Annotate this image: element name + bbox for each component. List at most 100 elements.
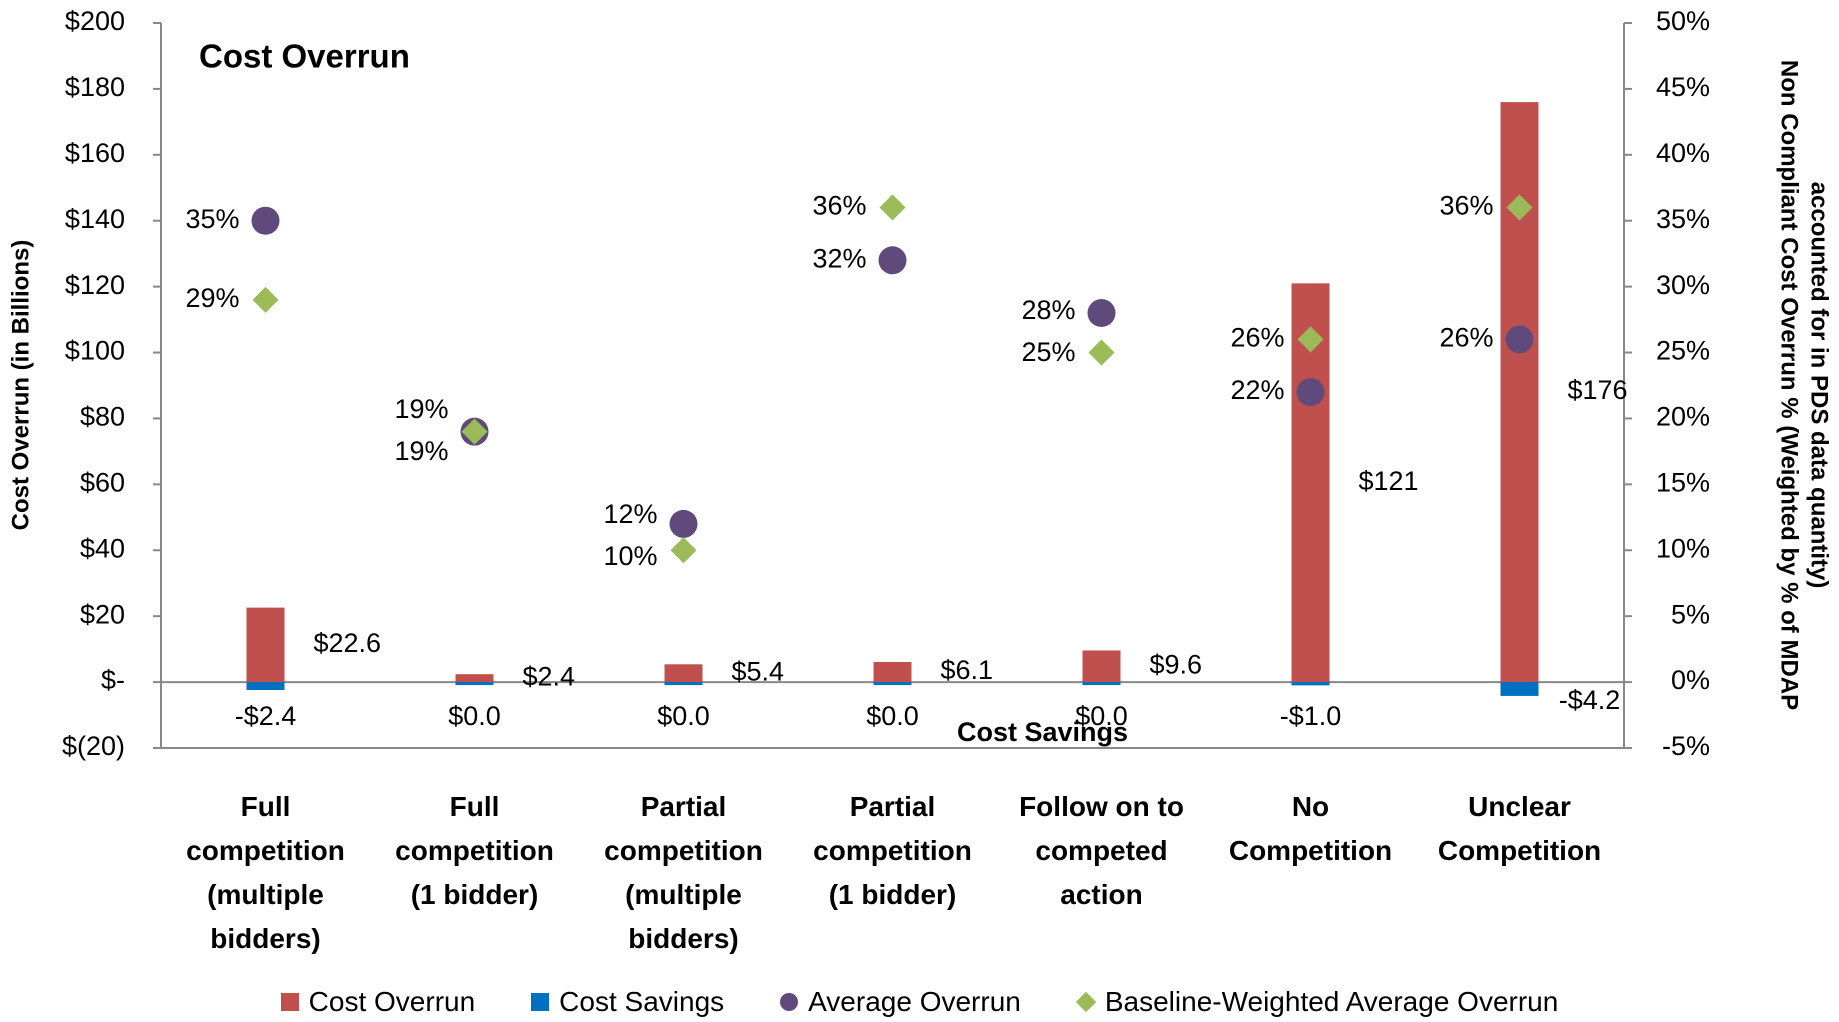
data-label: $22.6 [314, 628, 382, 658]
marker [1297, 326, 1324, 353]
marker [461, 418, 488, 445]
bar [246, 682, 285, 690]
marker [252, 286, 279, 313]
bar [664, 682, 703, 686]
bar [1082, 650, 1121, 683]
y2-tick-label: 15% [1656, 467, 1710, 497]
data-label: 26% [1230, 322, 1284, 352]
marker [878, 246, 907, 275]
y2-tick-label: 30% [1656, 270, 1710, 300]
y-tick-label: $200 [65, 6, 125, 36]
data-label: 36% [1439, 191, 1493, 221]
y2-tick-label: 10% [1656, 533, 1710, 563]
legend-label: Cost Savings [559, 986, 725, 1017]
data-label: $0.0 [657, 701, 710, 731]
data-label: -$4.2 [1559, 685, 1621, 715]
legend: Cost Overrun Cost Savings Average Overrun B… [0, 986, 1839, 1018]
x-tick-label: Full competition (1 bidder) [395, 791, 554, 910]
data-label: 29% [185, 283, 239, 313]
data-label: 36% [812, 191, 866, 221]
y-tick-label: $120 [65, 270, 125, 300]
data-label: $6.1 [941, 655, 994, 685]
legend-swatch [780, 993, 799, 1011]
marker [1296, 378, 1325, 407]
data-label: $2.4 [523, 661, 576, 691]
legend-swatch [1075, 991, 1097, 1013]
marker [1506, 194, 1533, 221]
data-label: $9.6 [1150, 649, 1203, 679]
bar [664, 664, 703, 683]
y-tick-label: $160 [65, 138, 125, 168]
x-tick-label: No Competition [1228, 791, 1393, 866]
bar [246, 607, 285, 683]
y2-tick-label: 40% [1656, 138, 1710, 168]
y-tick-label: $80 [80, 402, 125, 432]
y-tick-label: $- [101, 665, 125, 695]
legend-item: Average Overrun [780, 986, 1021, 1018]
legend-label: Baseline-Weighted Average Overrun [1104, 986, 1559, 1017]
y2-tick-label: -5% [1662, 731, 1710, 761]
annotation: Cost Savings [957, 717, 1128, 747]
y2-tick-label: 5% [1671, 599, 1710, 629]
y-tick-label: $40 [80, 533, 125, 563]
data-label: $0.0 [866, 701, 919, 731]
data-label: 12% [603, 499, 657, 529]
data-label: 32% [812, 243, 866, 273]
legend-swatch [531, 993, 550, 1011]
data-label: 19% [394, 394, 448, 424]
bar [873, 682, 912, 686]
y2-tick-label: 45% [1656, 72, 1710, 102]
marker [1088, 339, 1115, 366]
marker [1505, 325, 1534, 354]
bar [1500, 682, 1539, 696]
bar [1291, 682, 1330, 686]
data-label: 35% [185, 204, 239, 234]
y2-axis-title: Non Compliant Cost Overrun % (Weighted b… [1776, 60, 1803, 710]
data-label: -$1.0 [1280, 701, 1342, 731]
marker [879, 194, 906, 221]
marker [1087, 299, 1116, 327]
bar [873, 661, 912, 683]
x-tick-label: Follow on to competed action [1019, 791, 1184, 910]
data-label: 26% [1439, 322, 1493, 352]
y-axis-title: Cost Overrun (in Billions) [7, 240, 34, 531]
data-label: $121 [1359, 466, 1419, 496]
y-tick-label: $(20) [62, 731, 125, 761]
data-label: 19% [394, 436, 448, 466]
y-tick-label: $180 [65, 72, 125, 102]
legend-item: Baseline-Weighted Average Overrun [1075, 986, 1559, 1018]
y-tick-label: $140 [65, 204, 125, 234]
data-label: $176 [1568, 375, 1628, 405]
y2-tick-label: 50% [1656, 6, 1710, 36]
marker [669, 509, 698, 538]
y2-axis-title: accounted for in PDS data quantity) [1806, 182, 1833, 589]
marker [670, 537, 697, 564]
chart-title: Cost Overrun [199, 38, 410, 75]
legend-swatch [280, 993, 299, 1011]
bar [455, 682, 494, 686]
data-label: $5.4 [732, 656, 785, 686]
x-tick-label: Full competition (multiple bidders) [186, 791, 345, 954]
bar [1082, 682, 1121, 686]
legend-label: Cost Overrun [308, 986, 476, 1017]
legend-label: Average Overrun [808, 986, 1021, 1017]
data-label: -$2.4 [235, 701, 297, 731]
marker [251, 206, 280, 235]
legend-item: Cost Overrun [280, 986, 476, 1018]
legend-item: Cost Savings [531, 986, 724, 1018]
bar [455, 674, 494, 683]
y-tick-label: $100 [65, 336, 125, 366]
y2-tick-label: 25% [1656, 336, 1710, 366]
y2-tick-label: 20% [1656, 402, 1710, 432]
data-label: 25% [1021, 337, 1075, 367]
y-tick-label: $20 [80, 599, 125, 629]
data-label: 28% [1021, 295, 1075, 325]
x-tick-label: Partial competition (1 bidder) [813, 791, 972, 910]
data-label: $0.0 [448, 701, 501, 731]
y2-tick-label: 35% [1656, 204, 1710, 234]
y-tick-label: $60 [80, 467, 125, 497]
data-label: 22% [1230, 375, 1284, 405]
data-label: 10% [603, 541, 657, 571]
